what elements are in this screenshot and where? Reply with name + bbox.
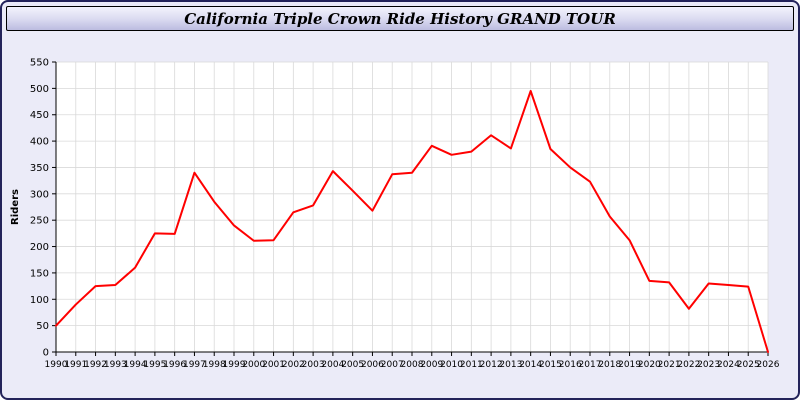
svg-text:400: 400 [30, 137, 49, 148]
svg-text:Riders: Riders [10, 189, 21, 225]
svg-text:2006: 2006 [361, 360, 384, 370]
riders-line-chart: 0501001502002503003504004505005501990199… [10, 58, 780, 371]
chart-panel: 0 50 100 150 200 250 300 350 400 450 500 550 1990 199… [6, 46, 798, 394]
svg-text:200: 200 [30, 242, 49, 253]
svg-text:2010: 2010 [440, 360, 463, 370]
svg-text:2002: 2002 [282, 360, 305, 370]
chart-title: California Triple Crown Ride History GRA… [184, 9, 616, 28]
svg-text:300: 300 [30, 189, 49, 200]
svg-text:2011: 2011 [460, 360, 483, 370]
svg-text:2005: 2005 [341, 360, 364, 370]
svg-text:100: 100 [30, 295, 49, 306]
svg-text:2009: 2009 [420, 360, 443, 370]
svg-text:1992: 1992 [84, 360, 107, 370]
svg-text:1991: 1991 [64, 360, 87, 370]
svg-text:2012: 2012 [480, 360, 503, 370]
svg-text:2007: 2007 [381, 360, 404, 370]
svg-text:2022: 2022 [677, 360, 700, 370]
svg-text:250: 250 [30, 216, 49, 227]
svg-text:2025: 2025 [737, 360, 760, 370]
svg-text:1998: 1998 [203, 360, 226, 370]
svg-text:1999: 1999 [223, 360, 246, 370]
svg-text:2015: 2015 [539, 360, 562, 370]
svg-text:1993: 1993 [104, 360, 127, 370]
svg-text:2024: 2024 [717, 360, 740, 370]
svg-text:2019: 2019 [618, 360, 641, 370]
svg-text:2008: 2008 [401, 360, 424, 370]
svg-text:1997: 1997 [183, 360, 206, 370]
svg-text:1995: 1995 [143, 360, 166, 370]
svg-text:150: 150 [30, 268, 49, 279]
svg-text:550: 550 [30, 58, 49, 69]
svg-text:2018: 2018 [598, 360, 621, 370]
svg-text:2020: 2020 [638, 360, 661, 370]
svg-text:350: 350 [30, 163, 49, 174]
svg-text:0: 0 [43, 348, 49, 359]
chart-title-bar: California Triple Crown Ride History GRA… [6, 6, 794, 31]
svg-text:2001: 2001 [262, 360, 285, 370]
svg-text:2003: 2003 [302, 360, 325, 370]
svg-text:2021: 2021 [658, 360, 681, 370]
svg-text:2014: 2014 [519, 360, 542, 370]
svg-text:1996: 1996 [163, 360, 186, 370]
svg-text:2017: 2017 [579, 360, 602, 370]
svg-text:2000: 2000 [242, 360, 265, 370]
svg-text:2026: 2026 [757, 360, 780, 370]
svg-text:2023: 2023 [697, 360, 720, 370]
svg-text:2016: 2016 [559, 360, 582, 370]
svg-text:1990: 1990 [45, 360, 68, 370]
svg-text:50: 50 [36, 321, 49, 332]
svg-text:1994: 1994 [124, 360, 147, 370]
svg-text:450: 450 [30, 110, 49, 121]
svg-text:2004: 2004 [321, 360, 344, 370]
svg-text:2013: 2013 [499, 360, 522, 370]
svg-text:500: 500 [30, 84, 49, 95]
